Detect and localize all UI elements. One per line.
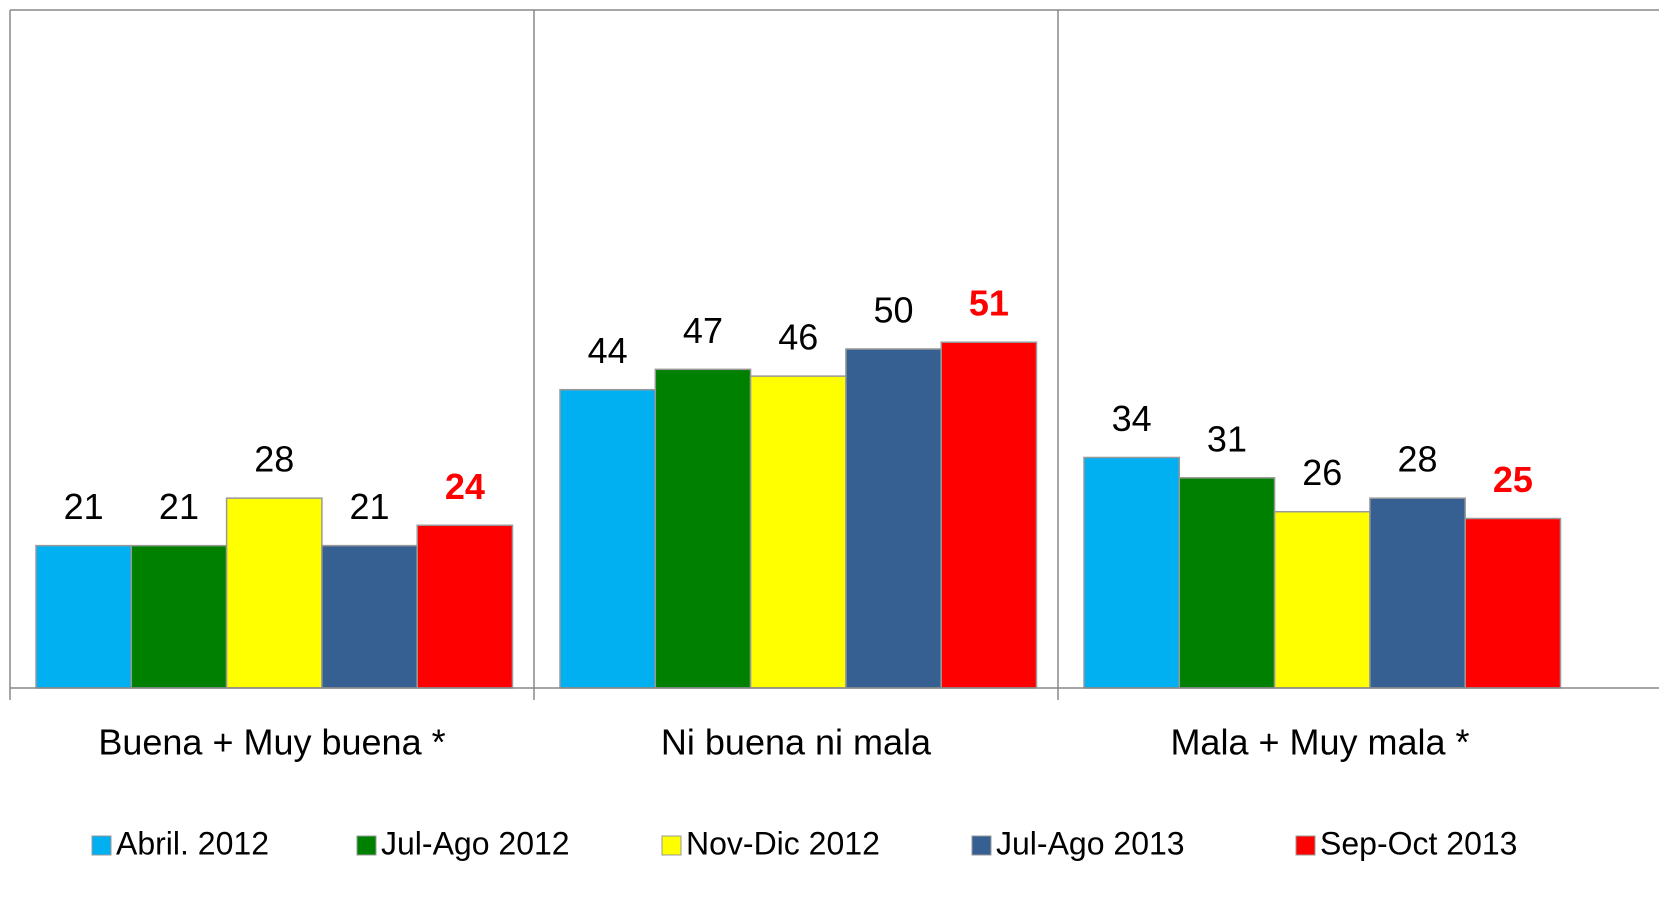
data-label: 21 xyxy=(159,486,199,527)
data-label: 31 xyxy=(1207,418,1247,459)
legend-swatch xyxy=(91,835,112,856)
data-label: 21 xyxy=(350,486,390,527)
legend-label: Sep-Oct 2013 xyxy=(1320,825,1517,861)
legend-swatch xyxy=(661,835,682,856)
bar xyxy=(321,544,418,689)
data-label: 28 xyxy=(254,439,294,480)
data-label: 46 xyxy=(778,317,818,358)
x-tick-label: Buena + Muy buena * xyxy=(98,722,445,763)
bar xyxy=(1178,477,1276,689)
bar xyxy=(749,375,847,689)
x-tick-label: Ni buena ni mala xyxy=(661,722,932,763)
bar xyxy=(940,341,1038,689)
legend-label: Jul-Ago 2012 xyxy=(381,825,570,861)
bar xyxy=(559,388,657,689)
bar xyxy=(416,524,514,689)
legend-swatch xyxy=(1295,835,1316,856)
data-label: 21 xyxy=(64,486,104,527)
legend-swatch xyxy=(356,835,377,856)
bar xyxy=(1083,456,1181,689)
data-label: 25 xyxy=(1493,459,1533,500)
legend-swatch xyxy=(971,835,992,856)
bar xyxy=(1369,497,1466,689)
data-label: 24 xyxy=(445,466,485,507)
data-label: 28 xyxy=(1398,439,1438,480)
legend-label: Abril. 2012 xyxy=(116,825,269,861)
bar xyxy=(35,544,133,689)
data-label: 26 xyxy=(1302,452,1342,493)
bar xyxy=(654,368,752,689)
bar xyxy=(1464,517,1562,689)
bar xyxy=(225,497,323,689)
x-tick-label: Mala + Muy mala * xyxy=(1170,722,1469,763)
bar xyxy=(845,348,942,689)
bar xyxy=(130,544,228,689)
data-label: 47 xyxy=(683,310,723,351)
data-label: 44 xyxy=(588,330,628,371)
legend-label: Jul-Ago 2013 xyxy=(996,825,1185,861)
data-label: 50 xyxy=(874,290,914,331)
data-label: 34 xyxy=(1112,398,1152,439)
bar xyxy=(1273,510,1371,689)
legend-label: Nov-Dic 2012 xyxy=(686,825,880,861)
data-label: 51 xyxy=(969,283,1009,324)
